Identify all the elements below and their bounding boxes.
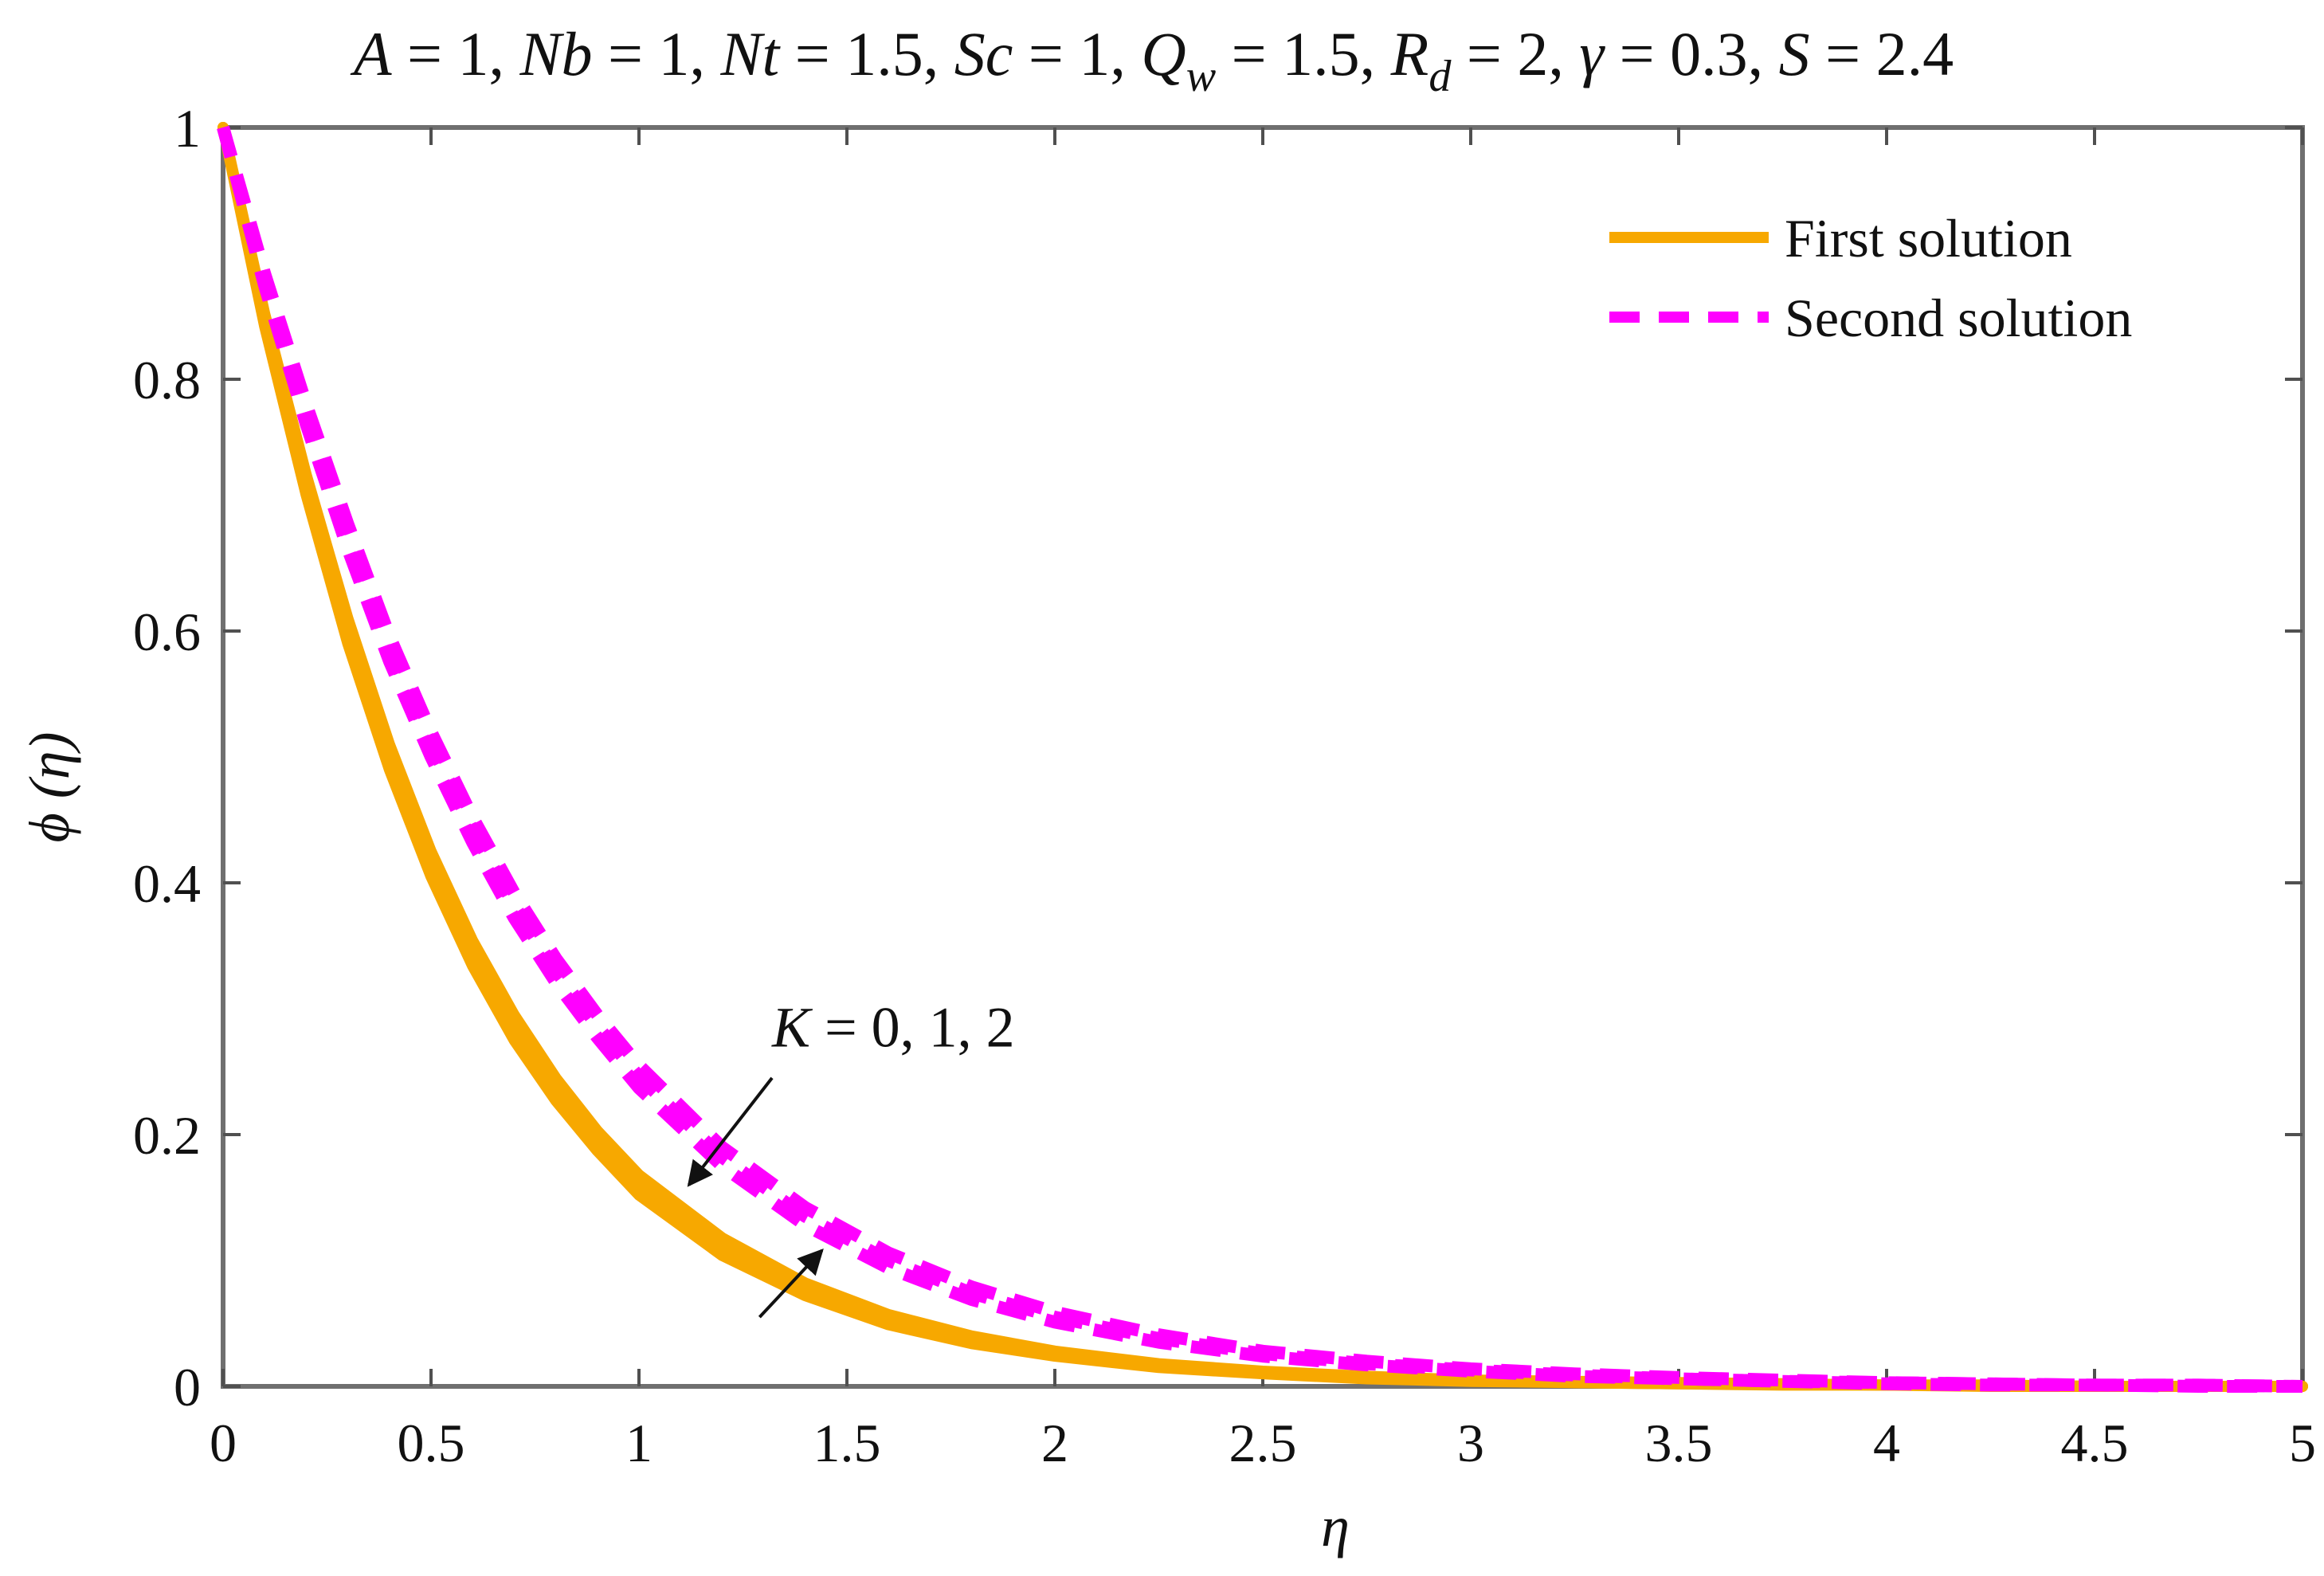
legend-label-0: First solution bbox=[1785, 208, 2072, 269]
text-part-0: K bbox=[771, 995, 813, 1059]
text-part-7: = 1, bbox=[1013, 19, 1141, 88]
text-part-12: d bbox=[1428, 52, 1452, 101]
x-tick-label: 2.5 bbox=[1229, 1413, 1297, 1473]
text-part-1: = 1, bbox=[392, 19, 520, 88]
text-part-2: Nb bbox=[519, 19, 593, 88]
chart-title: A = 1, Nb = 1, Nt = 1.5, Sc = 1, Qw = 1.… bbox=[350, 19, 1954, 101]
second-solution-line-k2 bbox=[217, 125, 2302, 1393]
text-part-8: Q bbox=[1141, 19, 1186, 88]
legend-label-1: Second solution bbox=[1785, 288, 2132, 348]
y-tick-label: 0.2 bbox=[133, 1105, 201, 1166]
y-axis-ticks: 0 0.2 0.4 0.6 0.8 1 bbox=[133, 98, 2302, 1417]
y-axis-label: ϕ (η) bbox=[18, 732, 81, 843]
annotation-arrow-0 bbox=[687, 1076, 774, 1187]
x-tick-label: 1.5 bbox=[813, 1413, 881, 1473]
text-part-6: Sc bbox=[954, 19, 1013, 88]
text-part-5: = 1.5, bbox=[779, 19, 954, 88]
text-part-1: = 0, 1, 2 bbox=[810, 995, 1015, 1059]
y-tick-label: 0.6 bbox=[133, 602, 201, 662]
x-tick-label: 1 bbox=[625, 1413, 653, 1473]
x-tick-label: 0.5 bbox=[398, 1413, 465, 1473]
x-tick-label: 0 bbox=[210, 1413, 237, 1473]
text-part-16: S bbox=[1779, 19, 1810, 88]
series-layer bbox=[217, 122, 2308, 1393]
x-tick-label: 4.5 bbox=[2061, 1413, 2129, 1473]
legend: First solution Second solution bbox=[1609, 208, 2132, 348]
y-tick-label: 0 bbox=[174, 1357, 201, 1417]
x-tick-label: 5 bbox=[2289, 1413, 2316, 1473]
x-tick-label: 3 bbox=[1457, 1413, 1484, 1473]
text-part-10: = 1.5, bbox=[1216, 19, 1391, 88]
second-solution-line-k0 bbox=[217, 125, 2303, 1393]
annotation-k-values: K = 0, 1, 2 bbox=[771, 995, 1015, 1059]
y-tick-label: 0.8 bbox=[133, 350, 201, 410]
x-tick-label: 3.5 bbox=[1645, 1413, 1713, 1473]
annotation-layer: K = 0, 1, 2 bbox=[687, 995, 1015, 1319]
text-part-4: Nt bbox=[720, 19, 782, 88]
text-part-0: A bbox=[350, 19, 392, 88]
x-axis-label: η bbox=[1321, 1495, 1350, 1558]
x-axis-ticks: 0 0.5 1 1.5 2 2.5 3 3.5 4 4.5 5 bbox=[210, 127, 2316, 1473]
text-part-3: = 1, bbox=[593, 19, 721, 88]
x-tick-label: 2 bbox=[1041, 1413, 1068, 1473]
x-tick-label: 4 bbox=[1873, 1413, 1900, 1473]
y-tick-label: 0.4 bbox=[133, 853, 201, 914]
text-part-11: R bbox=[1390, 19, 1429, 88]
annotation-arrow-1 bbox=[758, 1249, 824, 1319]
y-tick-label: 1 bbox=[174, 98, 201, 159]
text-part-14: γ bbox=[1579, 19, 1605, 88]
text-part-13: = 2, bbox=[1451, 19, 1579, 88]
text-part-17: = 2.4 bbox=[1810, 19, 1954, 88]
text-part-15: = 0.3, bbox=[1604, 19, 1779, 88]
text-part-9: w bbox=[1186, 52, 1217, 101]
